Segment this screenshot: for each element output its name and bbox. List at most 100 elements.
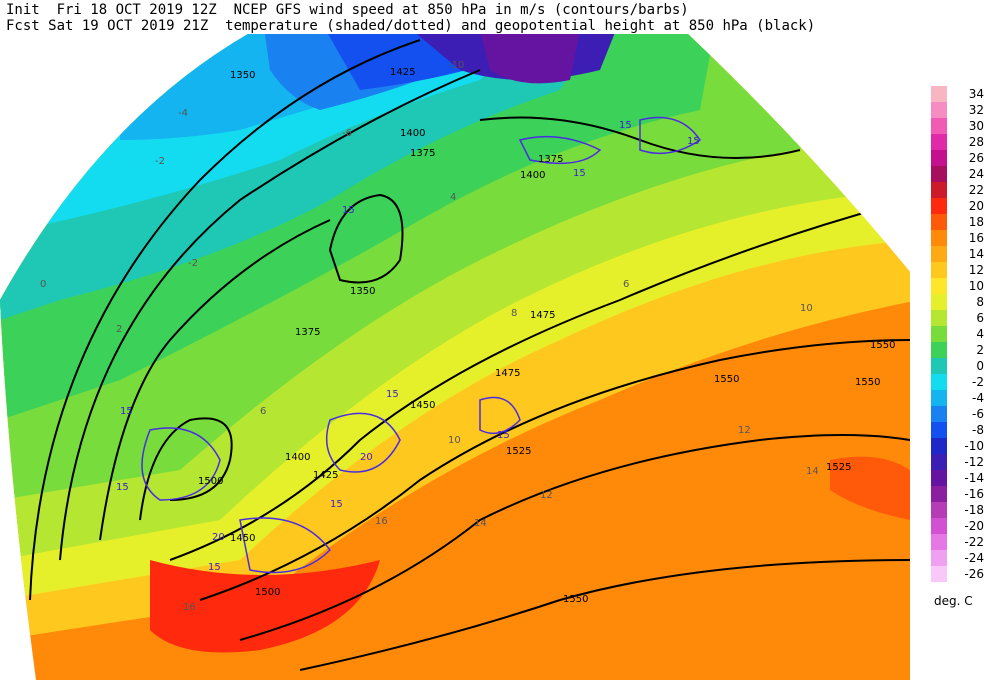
legend-label: 4 [976,327,984,341]
legend-swatch [931,438,947,454]
height-label: 1375 [538,154,563,165]
temp-label: 6 [260,406,266,417]
legend-swatch [931,294,947,310]
legend-unit: deg. C [934,594,973,608]
height-label: 1375 [295,327,320,338]
temp-label: 10 [800,303,813,314]
legend-entry: -16 [928,486,998,502]
legend-label: 24 [968,167,984,181]
legend-swatch [931,534,947,550]
legend-label: -18 [964,503,984,517]
temp-label: 10 [448,435,461,446]
legend-entry: 22 [928,182,998,198]
height-label: 1550 [563,594,588,605]
temp-label: 4 [450,192,456,203]
legend-entry: -26 [928,566,998,582]
legend-label: 30 [968,119,984,133]
legend-swatch [931,166,947,182]
legend-swatch [931,278,947,294]
header-init-line: Init Fri 18 OCT 2019 12Z NCEP GFS wind s… [6,2,689,18]
legend-swatch [931,150,947,166]
wind-label: 15 [342,205,355,216]
legend-swatch [931,390,947,406]
legend-entry: 16 [928,230,998,246]
legend-swatch [931,342,947,358]
legend-label: 6 [976,311,984,325]
temperature-shading [0,34,910,680]
height-label: 1350 [230,70,255,81]
legend-entry: 12 [928,262,998,278]
legend-entry: 6 [928,310,998,326]
legend-swatch [931,246,947,262]
wind-label: 15 [120,406,133,417]
height-label: 1425 [390,67,415,78]
height-label: 1400 [520,170,545,181]
legend-swatch [931,310,947,326]
legend-label: 34 [968,87,984,101]
height-label: 1375 [410,148,435,159]
height-label: 1525 [506,446,531,457]
temp-label: -2 [188,258,198,269]
legend-entry: -4 [928,390,998,406]
legend-label: -8 [972,423,984,437]
legend-entry: 0 [928,358,998,374]
legend-entry: 2 [928,342,998,358]
legend-swatch [931,134,947,150]
legend-swatch [931,454,947,470]
height-label: 1400 [285,452,310,463]
temp-label: 6 [623,279,629,290]
header-forecast-line: Fcst Sat 19 OCT 2019 21Z temperature (sh… [6,18,816,34]
legend-entry: -10 [928,438,998,454]
height-label: 1500 [255,587,280,598]
wind-label: 20 [212,532,225,543]
legend-swatch [931,470,947,486]
legend-label: 18 [968,215,984,229]
legend-swatch [931,422,947,438]
wind-label: 15 [208,562,221,573]
legend-entry: -24 [928,550,998,566]
legend-swatch [931,566,947,582]
legend-entry: -2 [928,374,998,390]
legend-swatch [931,518,947,534]
legend-swatch [931,406,947,422]
legend-label: 22 [968,183,984,197]
height-contours [29,39,910,671]
temp-label: 16 [183,602,196,613]
temp-label: 14 [806,466,819,477]
legend-label: 8 [976,295,984,309]
height-label: 1450 [230,533,255,544]
legend-swatch [931,374,947,390]
legend-label: -10 [964,439,984,453]
legend-label: -20 [964,519,984,533]
legend-swatch [931,198,947,214]
legend-label: -4 [972,391,984,405]
legend-label: 14 [968,247,984,261]
temp-label: -4 [178,108,188,119]
temp-label: 16 [375,516,388,527]
wind-label: 15 [497,430,510,441]
height-label: 1550 [870,340,895,351]
legend-swatch [931,118,947,134]
legend-entry: 20 [928,198,998,214]
temp-label: -10 [448,60,464,71]
wind-label: 15 [330,499,343,510]
legend-swatch [931,358,947,374]
temp-label: 12 [540,490,553,501]
legend-swatch [931,102,947,118]
legend-entry: -8 [928,422,998,438]
height-label: 1500 [198,476,223,487]
legend-entry: -12 [928,454,998,470]
legend-entry: -22 [928,534,998,550]
temp-label: 8 [511,308,517,319]
legend-swatch [931,550,947,566]
legend-swatch [931,86,947,102]
legend-label: -22 [964,535,984,549]
temp-label: -6 [342,128,352,139]
height-label: 1450 [410,400,435,411]
legend-entry: 30 [928,118,998,134]
legend-entry: 28 [928,134,998,150]
temp-label: 2 [116,324,122,335]
legend-entry: -14 [928,470,998,486]
temp-label: 14 [474,518,487,529]
